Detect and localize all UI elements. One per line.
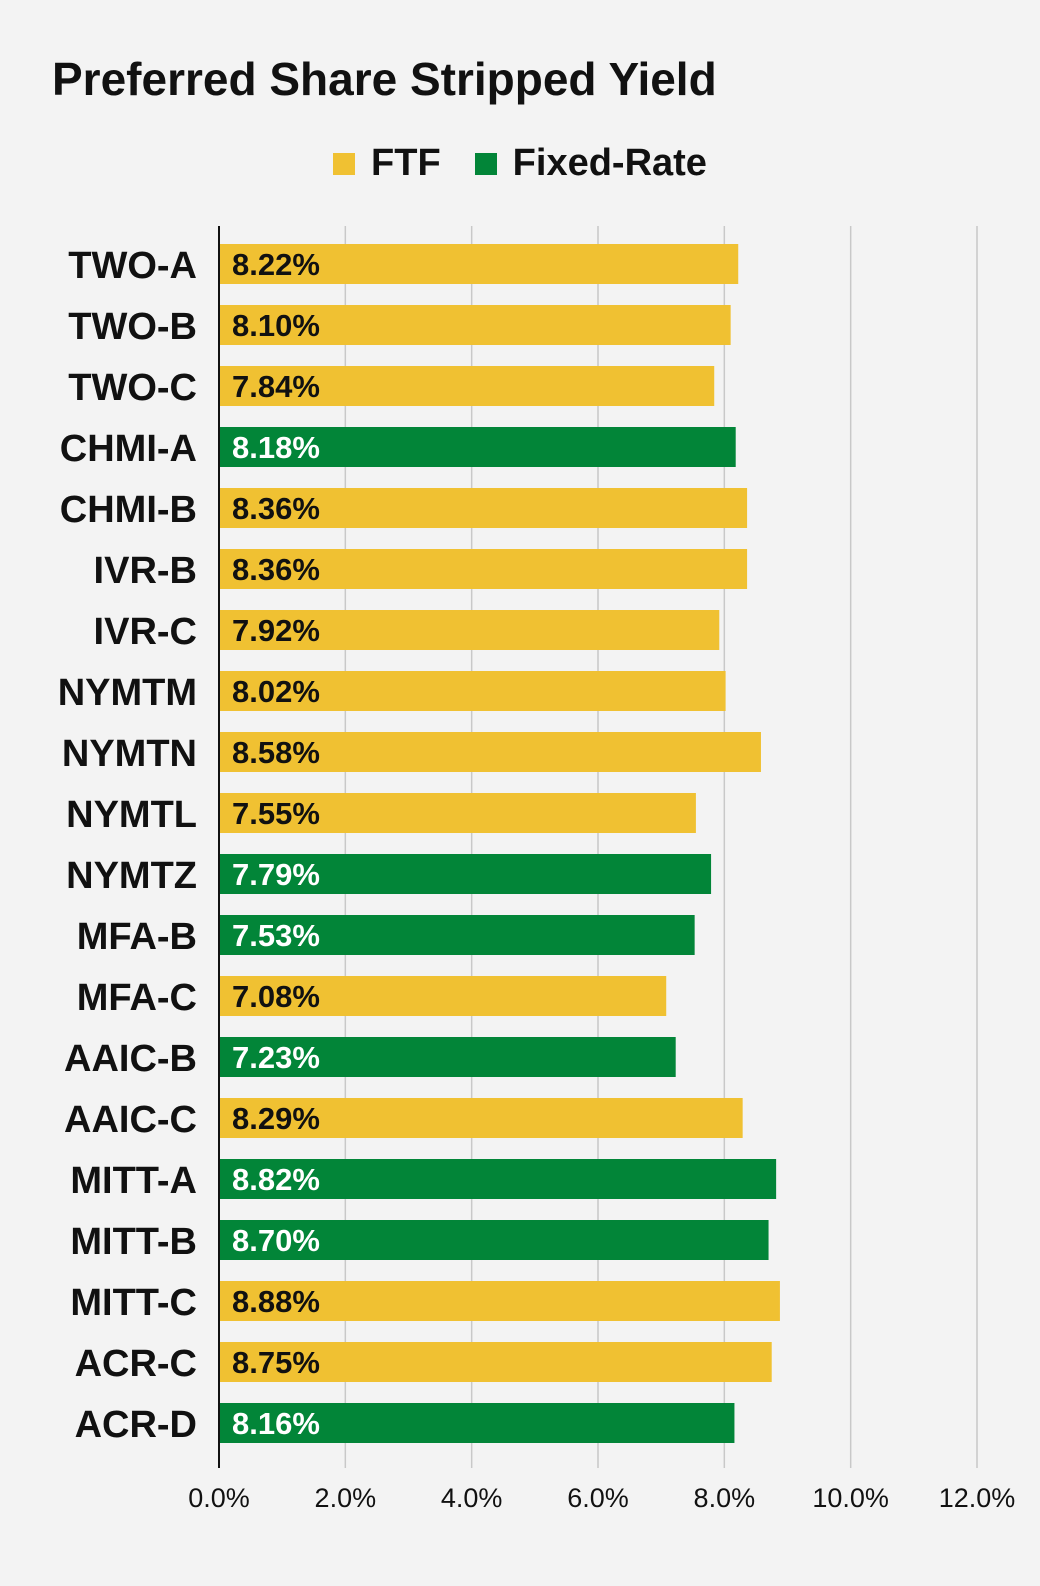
bar bbox=[219, 1403, 735, 1443]
category-label: AAIC-B bbox=[64, 1038, 197, 1080]
x-tick-label: 8.0% bbox=[694, 1483, 756, 1513]
chart-title: Preferred Share Stripped Yield bbox=[52, 53, 717, 105]
data-label: 8.10% bbox=[232, 308, 320, 343]
legend-item-fixed-rate: Fixed-Rate bbox=[474, 142, 707, 185]
data-label: 7.92% bbox=[232, 613, 320, 648]
category-label: NYMTM bbox=[58, 672, 197, 714]
bar bbox=[219, 1342, 772, 1382]
data-label: 8.16% bbox=[232, 1406, 320, 1441]
x-tick-label: 10.0% bbox=[812, 1483, 889, 1513]
category-label: AAIC-C bbox=[64, 1099, 197, 1141]
bar bbox=[219, 1037, 676, 1077]
category-label: TWO-C bbox=[68, 367, 197, 409]
bar bbox=[219, 366, 715, 406]
category-label: IVR-B bbox=[94, 550, 197, 592]
category-label: NYMTZ bbox=[66, 855, 197, 897]
bar bbox=[219, 1220, 769, 1260]
data-label: 8.88% bbox=[232, 1284, 320, 1319]
data-label: 8.70% bbox=[232, 1223, 320, 1258]
data-label: 7.23% bbox=[232, 1040, 320, 1075]
data-label: 8.58% bbox=[232, 735, 320, 770]
bar bbox=[219, 427, 736, 467]
data-label: 7.53% bbox=[232, 918, 320, 953]
category-label: ACR-D bbox=[75, 1404, 197, 1446]
category-label: ACR-C bbox=[75, 1343, 197, 1385]
x-tick-label: 0.0% bbox=[188, 1483, 250, 1513]
bar bbox=[219, 1281, 780, 1321]
bar bbox=[219, 854, 712, 894]
category-label: MITT-B bbox=[70, 1221, 197, 1263]
data-label: 8.02% bbox=[232, 674, 320, 709]
data-label: 8.36% bbox=[232, 552, 320, 587]
category-label: TWO-A bbox=[68, 245, 197, 287]
legend-swatch-ftf bbox=[333, 152, 356, 175]
x-tick-label: 2.0% bbox=[315, 1483, 377, 1513]
category-label: MITT-A bbox=[70, 1160, 197, 1202]
data-label: 8.82% bbox=[232, 1162, 320, 1197]
category-label: CHMI-A bbox=[60, 428, 197, 470]
data-label: 7.79% bbox=[232, 857, 320, 892]
data-label: 8.18% bbox=[232, 430, 320, 465]
category-label: CHMI-B bbox=[60, 489, 197, 531]
bar bbox=[219, 305, 731, 345]
legend-swatch-fixed-rate bbox=[474, 152, 497, 175]
bar bbox=[219, 549, 748, 589]
chart-legend: FTF Fixed-Rate bbox=[0, 142, 1040, 185]
category-label: NYMTN bbox=[62, 733, 197, 775]
data-label: 8.29% bbox=[232, 1101, 320, 1136]
x-tick-label: 6.0% bbox=[567, 1483, 629, 1513]
bar bbox=[219, 610, 720, 650]
category-label: IVR-C bbox=[94, 611, 197, 653]
bar bbox=[219, 732, 761, 772]
bar bbox=[219, 1098, 743, 1138]
legend-label-ftf: FTF bbox=[371, 142, 441, 184]
legend-item-ftf: FTF bbox=[333, 142, 441, 185]
category-label: TWO-B bbox=[68, 306, 197, 348]
data-label: 7.55% bbox=[232, 796, 320, 831]
bar bbox=[219, 244, 739, 284]
x-tick-label: 12.0% bbox=[939, 1483, 1016, 1513]
category-label: MFA-B bbox=[77, 916, 197, 958]
x-tick-label: 4.0% bbox=[441, 1483, 503, 1513]
category-label: NYMTL bbox=[66, 794, 197, 836]
bar bbox=[219, 976, 667, 1016]
data-label: 8.22% bbox=[232, 247, 320, 282]
legend-label-fixed-rate: Fixed-Rate bbox=[512, 142, 707, 184]
category-label: MITT-C bbox=[70, 1282, 197, 1324]
data-label: 8.75% bbox=[232, 1345, 320, 1380]
bar bbox=[219, 915, 695, 955]
bar bbox=[219, 671, 726, 711]
bar bbox=[219, 1159, 777, 1199]
bar bbox=[219, 793, 696, 833]
data-label: 7.84% bbox=[232, 369, 320, 404]
data-label: 7.08% bbox=[232, 979, 320, 1014]
bar bbox=[219, 488, 748, 528]
data-label: 8.36% bbox=[232, 491, 320, 526]
category-label: MFA-C bbox=[77, 977, 197, 1019]
